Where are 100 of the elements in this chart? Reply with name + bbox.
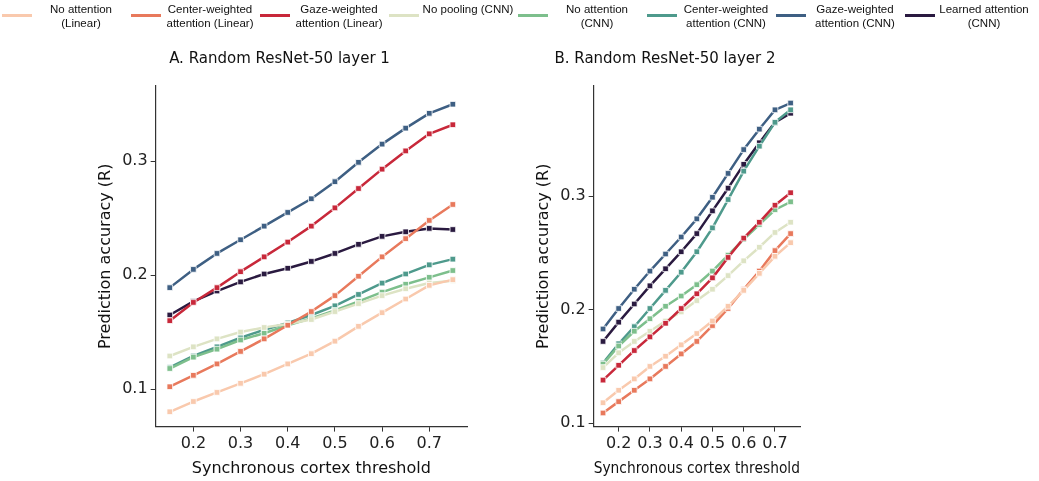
point xyxy=(331,292,339,299)
point xyxy=(426,274,433,281)
point xyxy=(402,285,409,292)
point xyxy=(260,222,268,230)
point xyxy=(646,315,654,322)
point xyxy=(615,362,622,369)
point xyxy=(331,337,339,345)
point xyxy=(615,387,622,394)
point xyxy=(378,233,386,240)
point xyxy=(213,360,221,368)
point xyxy=(237,380,244,387)
point xyxy=(426,261,433,269)
x-tick-label: 0.6 xyxy=(369,433,395,453)
point xyxy=(308,350,315,357)
point xyxy=(646,375,654,383)
legend-label: Learned attention (CNN) xyxy=(938,2,1030,30)
point xyxy=(693,215,701,223)
point xyxy=(402,228,409,236)
point xyxy=(787,106,794,114)
point xyxy=(166,317,174,324)
point xyxy=(402,235,409,242)
x-tick-label: 0.2 xyxy=(180,433,207,453)
x-tick-label: 0.6 xyxy=(730,433,757,453)
point xyxy=(190,398,197,405)
point xyxy=(709,194,716,201)
point xyxy=(599,399,607,406)
point xyxy=(677,350,685,358)
point xyxy=(449,201,457,208)
point xyxy=(402,124,409,132)
point xyxy=(724,184,732,192)
point xyxy=(771,253,779,260)
y-tick-label: 0.2 xyxy=(122,264,148,284)
point xyxy=(693,297,701,304)
legend-label: No attention (CNN) xyxy=(565,2,629,30)
point xyxy=(693,230,701,237)
legend-label: No pooling (CNN) xyxy=(421,2,515,16)
point xyxy=(787,198,794,206)
x-tick-label: 0.4 xyxy=(668,433,694,453)
point xyxy=(677,268,685,276)
point xyxy=(213,284,221,291)
point xyxy=(284,209,291,216)
point xyxy=(190,343,197,351)
point xyxy=(166,311,174,319)
point xyxy=(693,281,701,288)
point xyxy=(631,338,638,345)
point xyxy=(693,248,701,255)
point xyxy=(284,238,291,246)
point xyxy=(787,230,794,237)
y-tick-label: 0.2 xyxy=(560,298,586,318)
point xyxy=(709,267,716,275)
point xyxy=(260,370,268,378)
point xyxy=(237,348,244,355)
legend-label: Center-weighted attention (Linear) xyxy=(165,2,255,30)
point xyxy=(378,279,386,287)
point xyxy=(355,159,362,166)
point xyxy=(631,300,638,308)
point xyxy=(449,267,457,274)
point xyxy=(378,292,386,299)
point xyxy=(331,178,339,185)
point xyxy=(615,305,622,312)
point xyxy=(724,272,732,279)
point xyxy=(756,142,763,150)
x-tick-label: 0.7 xyxy=(416,433,442,453)
x-tick-label: 0.3 xyxy=(227,433,254,453)
point xyxy=(646,267,654,275)
point xyxy=(677,341,685,349)
point xyxy=(237,328,244,336)
point xyxy=(378,140,386,148)
point xyxy=(599,338,607,345)
point xyxy=(646,305,654,312)
point xyxy=(677,233,685,241)
point xyxy=(355,241,362,248)
point xyxy=(449,121,457,128)
point xyxy=(402,295,409,303)
point xyxy=(709,317,716,325)
point xyxy=(599,376,607,384)
point xyxy=(677,292,685,300)
legend-label: Gaze-weighted attention (Linear) xyxy=(294,2,384,30)
point xyxy=(355,185,362,192)
y-tick-label: 0.1 xyxy=(560,412,586,432)
point xyxy=(787,239,794,246)
point xyxy=(378,309,386,316)
point xyxy=(756,243,763,251)
point xyxy=(615,398,622,405)
y-axis-title: Prediction accuracy (R) xyxy=(532,163,552,350)
point xyxy=(308,308,315,315)
point xyxy=(213,335,221,343)
point xyxy=(693,290,701,297)
point xyxy=(260,253,268,261)
point xyxy=(449,101,457,108)
point xyxy=(237,278,244,286)
point xyxy=(615,349,622,357)
point xyxy=(724,196,732,203)
y-tick-label: 0.3 xyxy=(122,150,148,170)
point xyxy=(740,167,747,175)
point xyxy=(599,364,607,371)
point xyxy=(662,363,669,370)
point xyxy=(740,257,747,265)
point xyxy=(237,236,244,244)
point xyxy=(378,253,386,261)
